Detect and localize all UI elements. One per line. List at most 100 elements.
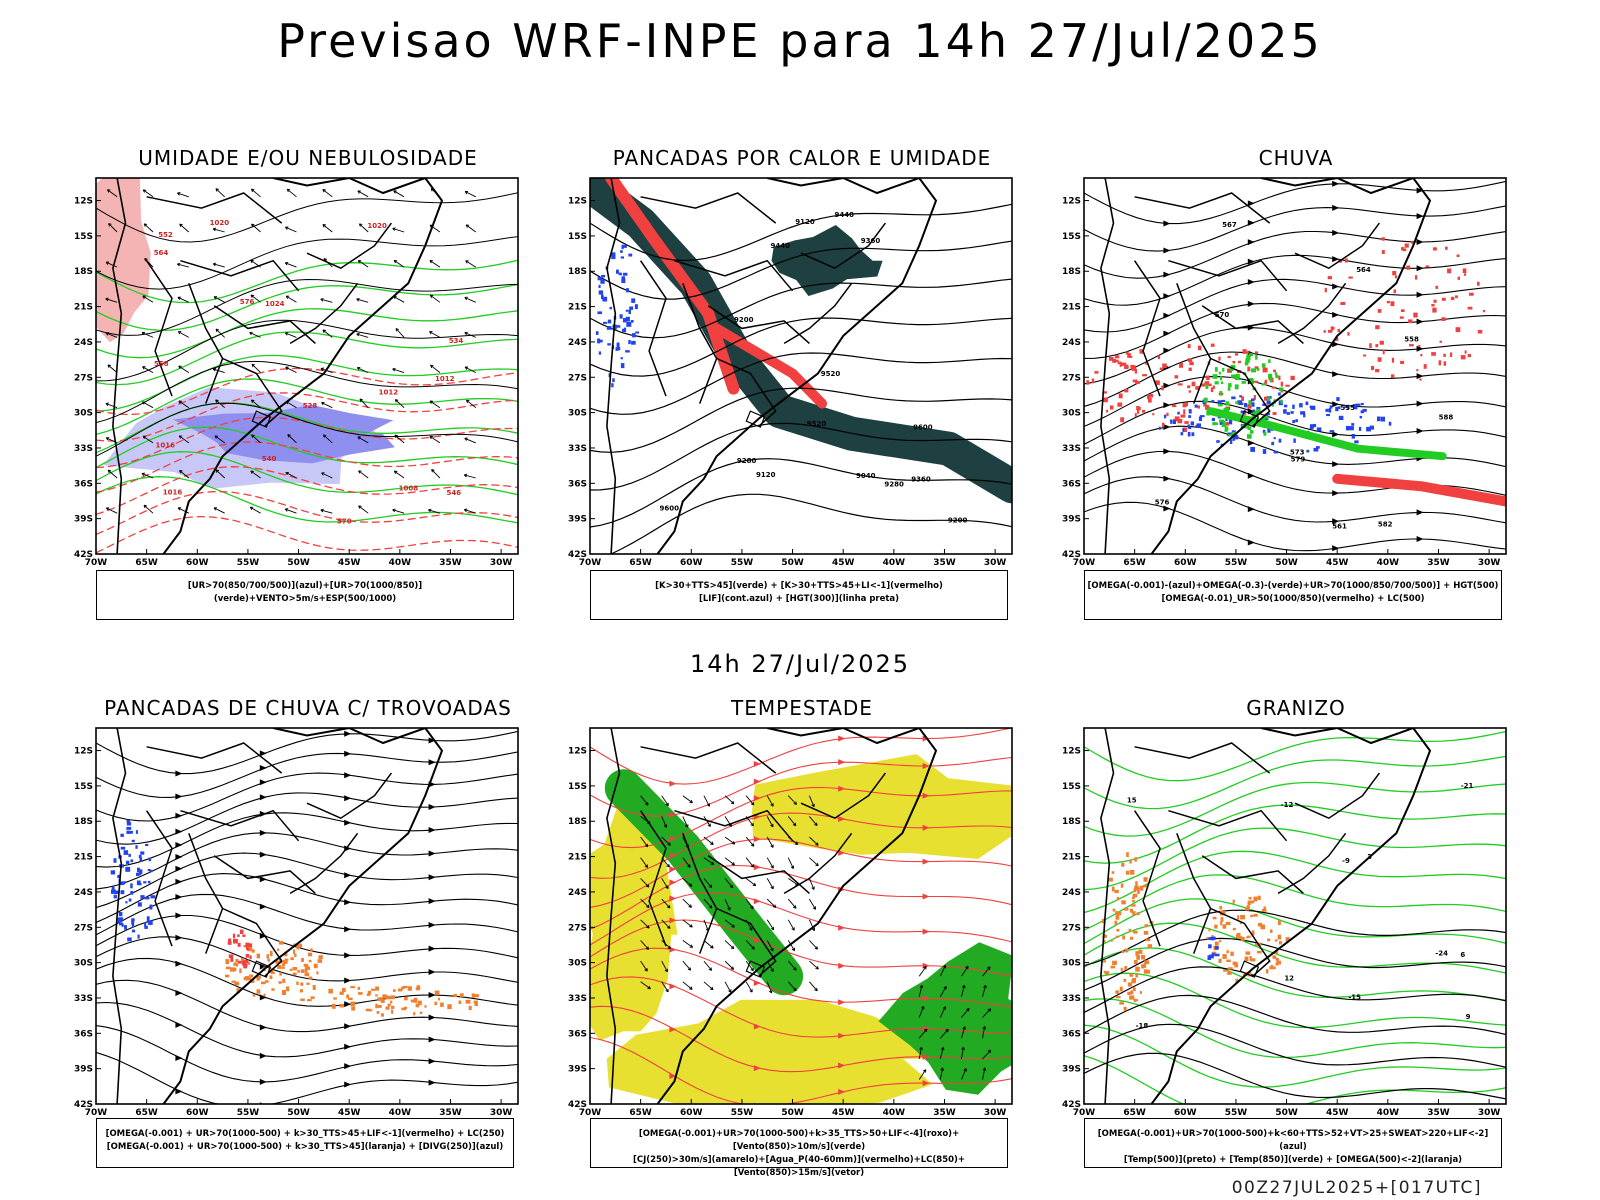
wind-vector — [703, 960, 712, 971]
speckle — [1293, 438, 1296, 443]
speckle — [1254, 351, 1259, 354]
speckle — [234, 981, 240, 986]
speckle — [1188, 358, 1193, 362]
streamline-arrow — [1247, 539, 1255, 546]
streamline — [96, 792, 518, 845]
lat-label: 42S — [568, 550, 587, 560]
legend-line: [OMEGA(-0.001)+UR>70(1000-500)+k>35_TTS>… — [638, 1129, 960, 1152]
speckle — [434, 1001, 438, 1006]
wind-vector-head — [750, 801, 755, 806]
speckle — [1219, 409, 1225, 412]
wind-vector — [464, 297, 476, 303]
streamline-arrow — [1163, 312, 1171, 319]
speckle — [1197, 345, 1202, 351]
wind-vector — [105, 298, 118, 303]
contour-value-label: -9 — [1342, 857, 1350, 865]
wind-vector — [465, 260, 477, 268]
wind-vector — [809, 981, 818, 992]
speckle — [1460, 355, 1466, 360]
state-border — [674, 809, 794, 842]
lat-label: 36S — [74, 1029, 93, 1039]
speckle — [625, 309, 629, 312]
streamline-arrow — [1416, 428, 1424, 435]
lat-label: 12S — [568, 747, 587, 757]
speckle — [1261, 383, 1266, 386]
speckle — [1241, 424, 1245, 428]
speckle — [1121, 362, 1127, 366]
speckle — [1172, 404, 1177, 408]
speckle — [120, 833, 124, 837]
speckle — [1115, 914, 1120, 920]
speckle — [1277, 960, 1281, 965]
speckle — [1277, 934, 1282, 940]
wind-vector — [682, 960, 692, 971]
lon-label: 35W — [933, 558, 956, 568]
streamline-arrow — [1416, 535, 1424, 542]
wind-vector-head — [646, 925, 650, 929]
speckle — [115, 890, 119, 894]
speckle — [1257, 895, 1261, 900]
speckle — [608, 373, 611, 378]
streamline-arrow — [344, 872, 352, 879]
speckle — [1362, 408, 1367, 412]
wind-vector-head — [731, 862, 736, 866]
streamline-arrow — [1416, 291, 1424, 298]
speckle — [597, 276, 603, 281]
streamline-arrow — [344, 1063, 352, 1070]
lagoon — [745, 410, 766, 428]
speckle — [1271, 966, 1276, 970]
speckle — [132, 929, 136, 933]
wind-vector — [359, 223, 369, 233]
wind-vector-head — [357, 436, 361, 440]
pressure-contour — [96, 319, 518, 382]
speckle — [1244, 362, 1249, 366]
streamline-arrow — [259, 876, 267, 883]
wind-vector — [682, 981, 693, 990]
streamline — [96, 893, 518, 936]
speckle — [1182, 428, 1185, 432]
speckle — [634, 304, 638, 310]
speckle — [365, 1008, 371, 1012]
wind-vector-head — [179, 223, 183, 228]
speckle — [131, 839, 135, 843]
wind-vector-head — [730, 800, 735, 805]
contour-value-label: 1012 — [435, 375, 455, 383]
wind-vector — [212, 228, 225, 233]
state-border — [1210, 357, 1271, 427]
wind-vector — [787, 857, 794, 869]
wind-vector — [682, 940, 693, 948]
wind-vector-head — [357, 190, 361, 194]
speckle — [1347, 404, 1350, 409]
speckle — [1409, 344, 1414, 347]
contour-value-label: 3 — [1367, 853, 1372, 861]
contour-value-label: 558 — [1404, 336, 1419, 344]
wind-vector-head — [285, 471, 289, 476]
speckle — [126, 822, 132, 826]
speckle — [293, 949, 296, 955]
map-content — [590, 728, 1012, 1104]
speckle — [1274, 372, 1278, 376]
speckle — [1124, 388, 1129, 393]
streamline-arrow — [922, 1053, 930, 1060]
speckle — [615, 347, 619, 351]
wind-vector — [703, 878, 713, 888]
speckle — [404, 996, 408, 1001]
wind-vector-head — [430, 364, 434, 369]
streamline-arrow — [753, 864, 761, 871]
wind-vector-head — [284, 332, 289, 336]
speckle — [139, 857, 143, 862]
streamline-arrow — [1416, 318, 1424, 325]
speckle — [607, 319, 612, 324]
wind-vector — [661, 898, 671, 909]
streamline — [96, 914, 518, 959]
speckle — [622, 244, 627, 248]
speckle — [1220, 920, 1223, 926]
streamline-arrow — [669, 983, 677, 990]
wind-vector — [703, 836, 714, 845]
temp850-contour — [1084, 874, 1506, 931]
speckle — [1137, 409, 1140, 414]
speckle — [1135, 881, 1138, 886]
contour-value-label: 1024 — [265, 300, 285, 308]
temp850-contour — [1084, 730, 1506, 782]
speckle — [312, 984, 316, 990]
